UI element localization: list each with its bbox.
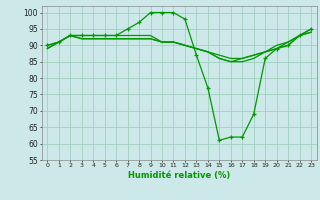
X-axis label: Humidité relative (%): Humidité relative (%)	[128, 171, 230, 180]
